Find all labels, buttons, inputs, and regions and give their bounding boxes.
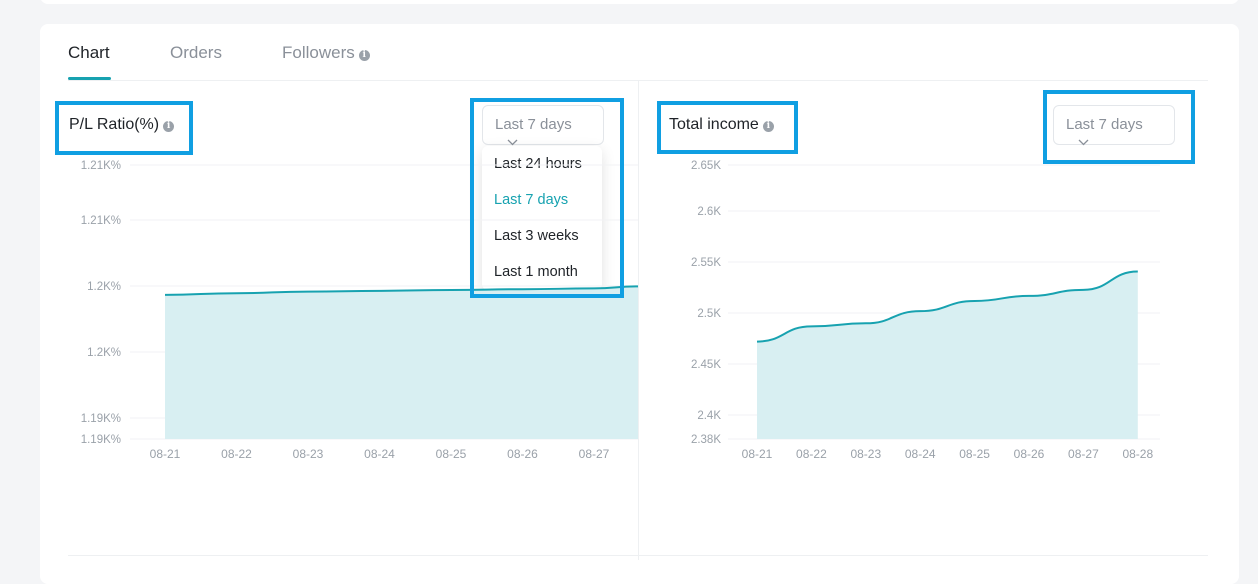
- y-tick-label: 2.38K: [691, 434, 721, 446]
- total-income-chart: 2.65K 2.6K 2.55K 2.5K 2.45K 2.4K 2.38K 08-21 08-…: [0, 0, 1258, 560]
- area-fill: [757, 272, 1138, 439]
- x-tick-label: 08-24: [905, 447, 936, 461]
- y-tick-label: 2.45K: [691, 359, 721, 371]
- x-tick-label: 08-27: [1068, 447, 1099, 461]
- y-tick-label: 2.55K: [691, 257, 721, 269]
- x-tick-label: 08-28: [1122, 447, 1153, 461]
- y-tick-label: 2.4K: [697, 410, 721, 422]
- y-tick-label: 2.65K: [691, 160, 721, 172]
- x-tick-label: 08-25: [959, 447, 990, 461]
- x-tick-label: 08-23: [850, 447, 881, 461]
- x-tick-label: 08-26: [1014, 447, 1045, 461]
- x-tick-label: 08-22: [796, 447, 827, 461]
- y-tick-label: 2.5K: [697, 308, 721, 320]
- y-tick-label: 2.6K: [697, 206, 721, 218]
- x-tick-label: 08-21: [742, 447, 773, 461]
